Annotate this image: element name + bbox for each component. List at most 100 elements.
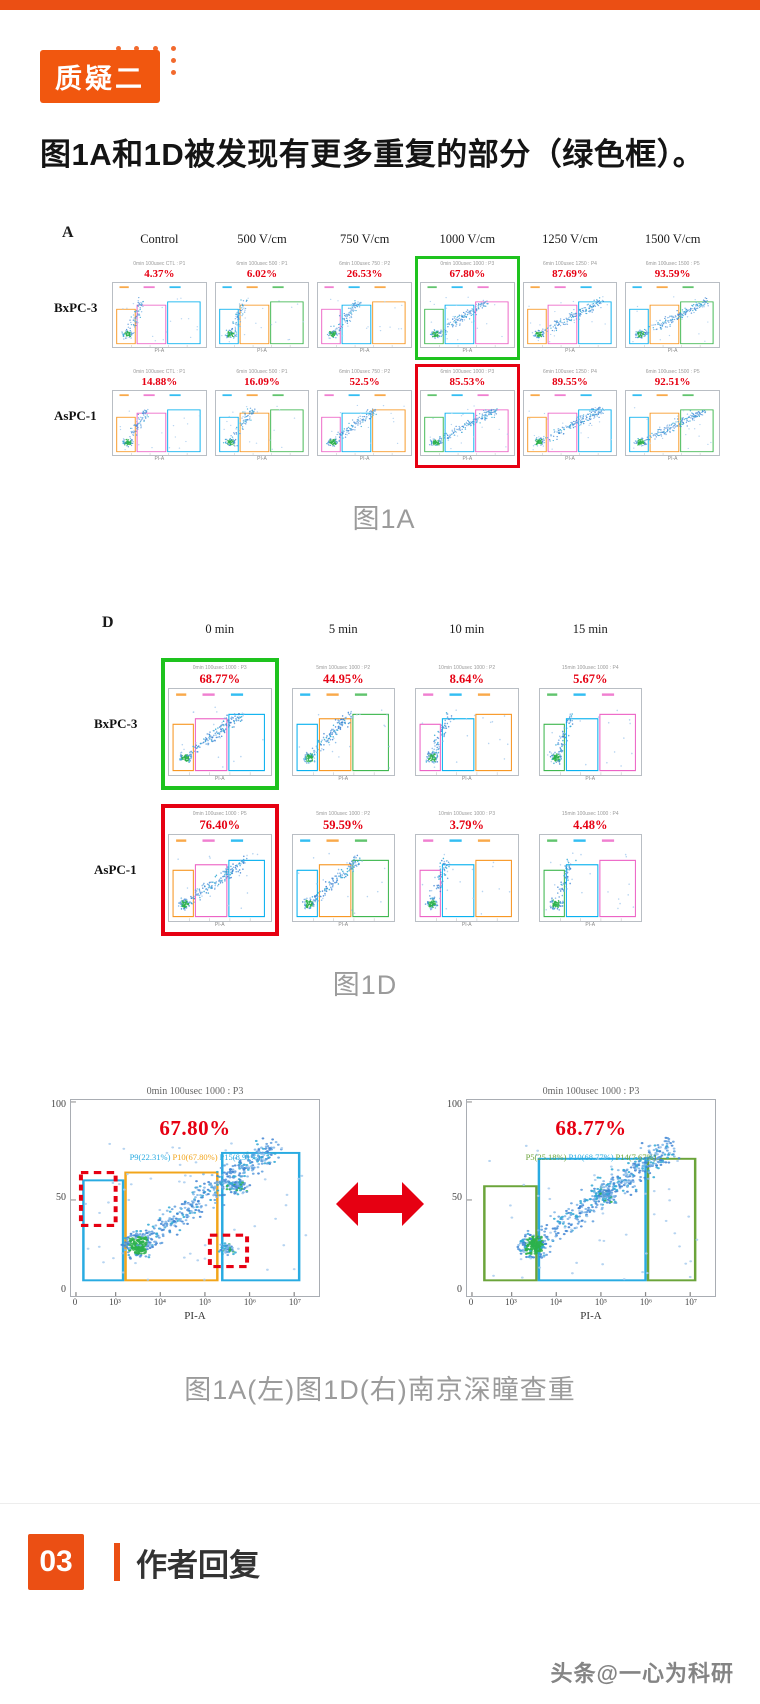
y-tick: 100 [447, 1099, 462, 1110]
section-badge: 质疑二 [40, 50, 160, 103]
row-label: BxPC-3 [94, 716, 138, 731]
scatter-plot [522, 390, 618, 456]
scatter-plot [112, 390, 207, 456]
scatter-plot [522, 282, 618, 348]
figure-1d-grid: 0 min 5 min 10 min 15 min BxPC-3 0min 100usec… [88, 622, 642, 936]
gate-labels: P9(22.31%) P10(67.80%) P15(8.91%) [71, 1152, 319, 1162]
scatter-plot [538, 688, 642, 776]
plot-header: 15min 100usec 1000 : P4 [561, 665, 619, 671]
double-arrow-icon [336, 1176, 424, 1232]
dot [170, 58, 176, 63]
flow-cytometry-cell: 6min 100usec 1250 : P4 87.69% PI-A [522, 261, 618, 355]
percent-label: 8.64% [449, 672, 484, 686]
x-tick: 10⁶ [639, 1297, 653, 1307]
x-axis-label: PI-A [462, 348, 473, 354]
x-axis-label: PI-A [580, 1310, 602, 1322]
x-tick: 10⁷ [288, 1297, 302, 1307]
percent-label: 59.59% [322, 818, 364, 832]
x-axis-label: PI-A [565, 456, 575, 462]
scatter-plot [317, 282, 412, 348]
x-axis-label: PI-A [461, 776, 472, 782]
x-axis-label: PI-A [667, 348, 678, 354]
flow-cytometry-cell: 0min 100usec CTL : P1 14.88% PI-A [112, 369, 207, 463]
plot-header: 6min 100usec 1250 : P4 [543, 261, 597, 267]
figure-1d-caption: 图1D [332, 970, 398, 1000]
x-axis-label: PI-A [338, 922, 349, 928]
gate-labels: P5(25.18%) P10(68.77%) P14(7.67%) [467, 1152, 715, 1162]
heading-text: 图1A和1D被发现有更多重复的部分（绿色框）。 [40, 137, 705, 172]
plot-header: 6min 100usec 500 : P1 [236, 261, 288, 267]
x-tick: 10⁴ [153, 1297, 167, 1307]
plot-header: 5min 100usec 1000 : P2 [316, 665, 371, 671]
dot [134, 46, 140, 51]
flow-cytometry-cell: 6min 100usec 1000 : P3 85.53% PI-A [415, 364, 520, 468]
scatter-plot [538, 834, 642, 922]
percent-label: 16.09% [244, 376, 280, 388]
column-header: 0 min [205, 622, 235, 636]
scatter-plot [214, 282, 310, 348]
scatter-plot [112, 282, 207, 348]
x-tick: 10⁵ [198, 1297, 212, 1307]
x-axis-label: PI-A [184, 1310, 206, 1322]
dot [116, 46, 121, 51]
plot-header: 5min 100usec 1000 : P2 [316, 811, 371, 817]
gate-label: P10(67.80%) [172, 1152, 218, 1162]
percent-label: 89.55% [552, 376, 588, 388]
x-axis-label: PI-A [214, 922, 225, 928]
percent-label: 76.40% [199, 818, 241, 832]
percent-label: 3.79% [449, 818, 484, 832]
x-axis-label: PI-A [154, 456, 165, 462]
figure-1d: D 0 min 5 min 10 min 15 min BxPC-3 0min 100us… [88, 614, 642, 1002]
y-axis-ticks: 100 50 0 [44, 1099, 70, 1295]
plot-title: 0min 100usec 1000 : P3 [542, 1086, 640, 1097]
flow-cytometry-cell: 6min 100usec 1500 : P5 92.51% PI-A [625, 369, 720, 463]
dot [152, 46, 158, 51]
flow-cytometry-cell: 0min 100usec 1000 : P3 67.80% PI-A [415, 256, 520, 360]
panel-letter-d: D [102, 614, 114, 631]
section-number-badge: 03 [28, 1534, 84, 1590]
figure-1a: A Control 500 V/cm 750 V/cm 1000 V/cm 1250 V… [48, 224, 720, 536]
flow-cytometry-cell: 15min 100usec 1000 : P4 4.48% PI-A [538, 811, 642, 929]
percent-label: 67.80% [449, 268, 486, 280]
dot [170, 46, 176, 51]
percent-label: 6.02% [246, 268, 278, 280]
percent-label: 26.53% [346, 268, 383, 280]
scatter-plot [317, 390, 412, 456]
gate-label: P9(22.31%) [129, 1152, 171, 1162]
footer-row: 03 作者回复 [28, 1534, 760, 1590]
flow-cytometry-cell: 6min 100usec 500 : P1 6.02% PI-A [214, 261, 310, 355]
x-tick: 10³ [505, 1297, 517, 1307]
accent-vertical-bar [114, 1543, 120, 1581]
x-axis-label: PI-A [585, 776, 596, 782]
watermark: 头条@一心为科研 [550, 1661, 734, 1686]
figure-1a-grid: Control 500 V/cm 750 V/cm 1000 V/cm 1250 V/c… [48, 232, 720, 468]
scatter-plot [625, 390, 720, 456]
plot-header: 0min 100usec CTL : P1 [133, 369, 186, 375]
x-axis-label: PI-A [257, 348, 267, 354]
plot-header: 0min 100usec 1000 : P3 [192, 665, 247, 671]
plot-header: 15min 100usec 1000 : P4 [561, 811, 619, 817]
row-label: AsPC-1 [54, 408, 97, 423]
plot-body: 100 50 0 67.80% P9(22.31%) P10(67.80%) P15(8.9… [44, 1099, 320, 1297]
flow-cytometry-cell: 0min 100usec CTL : P1 4.37% PI-A [112, 261, 207, 355]
x-axis-label: PI-A [462, 456, 473, 462]
plot-header: 0min 100usec 1000 : P3 [440, 261, 495, 267]
plot-area: 67.80% P9(22.31%) P10(67.80%) P15(8.91%) [70, 1099, 320, 1297]
gate-label: P14(7.67%) [615, 1152, 657, 1162]
x-tick: 10⁴ [549, 1297, 563, 1307]
percent-label: 67.80% [159, 1116, 231, 1140]
x-axis-label: PI-A [461, 922, 472, 928]
flow-cytometry-cell: 6min 100usec 1500 : P5 93.59% PI-A [625, 261, 720, 355]
percent-label: 5.67% [573, 672, 608, 686]
scatter-plot [214, 390, 310, 456]
footer-title: 作者回复 [136, 1547, 260, 1583]
y-tick: 100 [51, 1099, 66, 1110]
percent-label: 92.51% [654, 376, 691, 388]
plot-header: 0min 100usec CTL : P1 [133, 261, 186, 267]
flow-cytometry-cell: 5min 100usec 1000 : P2 44.95% PI-A [291, 665, 395, 783]
plot-area: 68.77% P5(25.18%) P10(68.77%) P14(7.67%) [466, 1099, 716, 1297]
plot-header: 6min 100usec 1500 : P5 [645, 369, 700, 375]
x-axis-label: PI-A [667, 456, 678, 462]
column-header: 1250 V/cm [542, 232, 598, 246]
flow-cytometry-cell: 6min 100usec 1250 : P4 89.55% PI-A [522, 369, 618, 463]
